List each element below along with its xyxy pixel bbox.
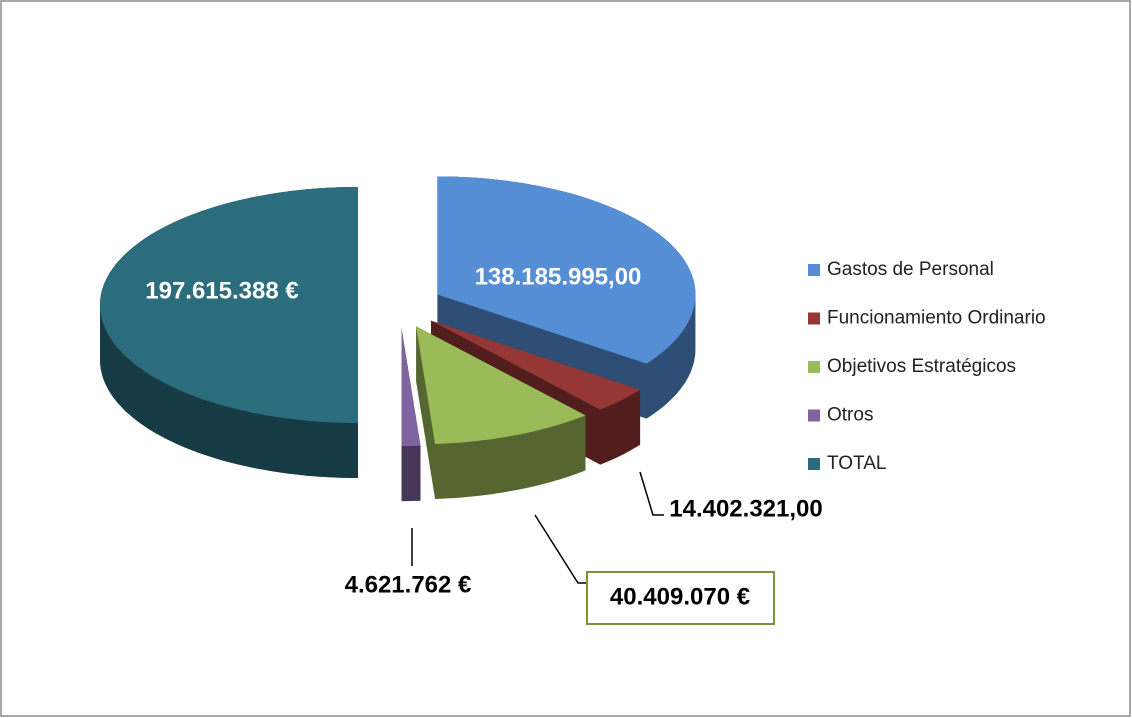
legend-swatch [808, 409, 820, 422]
pie [100, 176, 696, 502]
data-label: 4.621.762 € [345, 571, 472, 598]
slice [416, 326, 586, 444]
legend-label: Funcionamiento Ordinario [827, 308, 1046, 329]
data-label: 40.409.070 € [610, 583, 750, 610]
legend-label: Gastos de Personal [827, 259, 994, 280]
slice [431, 320, 641, 410]
slice [437, 176, 696, 364]
slice [401, 328, 421, 447]
legend-swatch [808, 361, 820, 373]
data-label: 138.185.995,00 [475, 263, 642, 290]
legend-swatch [808, 312, 820, 325]
legend: Gastos de Personal Funcionamiento Ordinar… [808, 259, 1046, 474]
legend-label: Otros [827, 405, 873, 426]
legend-swatch [808, 458, 820, 470]
leader-line [639, 471, 664, 516]
legend-label: Objetivos Estratégicos [827, 356, 1016, 377]
data-label: 197.615.388 € [145, 277, 298, 304]
data-labels: 138.185.995,00 14.402.321,00 40.409.070 € 4… [145, 263, 823, 625]
slice [100, 187, 358, 423]
legend-label: TOTAL [827, 453, 886, 474]
leader-line [534, 514, 587, 584]
data-label: 14.402.321,00 [669, 495, 822, 522]
legend-swatch [808, 264, 820, 276]
label-box [586, 571, 775, 625]
